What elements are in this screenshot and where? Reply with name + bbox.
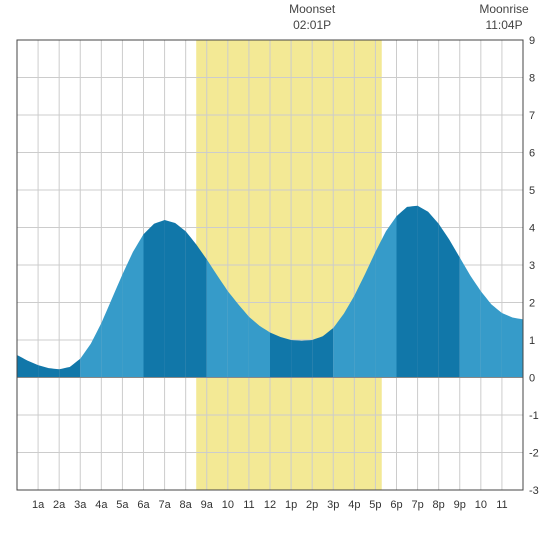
- moonset-time: 02:01P: [282, 18, 342, 34]
- x-tick-label: 5p: [369, 499, 381, 511]
- y-tick-label: 3: [529, 260, 535, 272]
- x-tick-label: 2p: [306, 499, 318, 511]
- moonset-label: Moonset: [282, 2, 342, 18]
- x-tick-label: 2a: [53, 499, 66, 511]
- x-tick-label: 1p: [285, 499, 297, 511]
- x-tick-label: 11: [243, 499, 254, 511]
- x-tick-label: 6a: [137, 499, 150, 511]
- x-tick-label: 9a: [201, 499, 214, 511]
- x-tick-label: 1a: [32, 499, 45, 511]
- moonset-annotation: Moonset02:01P: [282, 2, 342, 33]
- tide-slice: [144, 220, 165, 378]
- y-tick-label: -2: [529, 448, 539, 460]
- x-tick-label: 4p: [348, 499, 360, 511]
- y-tick-label: 8: [529, 73, 535, 85]
- moonrise-label: Moonrise: [474, 2, 534, 18]
- x-tick-label: 7a: [158, 499, 171, 511]
- tide-slice: [502, 313, 523, 378]
- tide-slice: [418, 206, 439, 378]
- x-tick-label: 5a: [116, 499, 129, 511]
- x-tick-label: 9p: [454, 499, 466, 511]
- y-tick-label: 9: [529, 35, 535, 47]
- y-tick-label: -3: [529, 485, 539, 497]
- y-tick-label: 7: [529, 110, 535, 122]
- chart-svg: 1a2a3a4a5a6a7a8a9a1011121p2p3p4p5p6p7p8p…: [0, 0, 550, 550]
- tide-slice: [165, 220, 186, 378]
- tide-slice: [270, 333, 291, 378]
- x-tick-label: 8a: [180, 499, 193, 511]
- moonrise-annotation: Moonrise11:04P: [474, 2, 534, 33]
- y-tick-label: 5: [529, 185, 535, 197]
- tide-chart: 1a2a3a4a5a6a7a8a9a1011121p2p3p4p5p6p7p8p…: [0, 0, 550, 550]
- x-tick-label: 7p: [411, 499, 423, 511]
- y-tick-label: 2: [529, 298, 535, 310]
- x-tick-label: 4a: [95, 499, 108, 511]
- x-tick-label: 3p: [327, 499, 339, 511]
- tide-slice: [397, 206, 418, 378]
- x-tick-label: 10: [475, 499, 487, 511]
- y-tick-label: 1: [529, 335, 535, 347]
- x-tick-label: 8p: [433, 499, 445, 511]
- x-tick-label: 3a: [74, 499, 87, 511]
- tide-slice: [291, 340, 312, 378]
- moonrise-time: 11:04P: [474, 18, 534, 34]
- y-tick-label: 6: [529, 148, 535, 160]
- x-tick-label: 6p: [390, 499, 402, 511]
- x-tick-label: 10: [222, 499, 234, 511]
- y-tick-label: 0: [529, 373, 535, 385]
- x-tick-label: 12: [264, 499, 276, 511]
- y-tick-label: 4: [529, 223, 535, 235]
- y-tick-label: -1: [529, 410, 539, 422]
- x-tick-label: 11: [496, 499, 507, 511]
